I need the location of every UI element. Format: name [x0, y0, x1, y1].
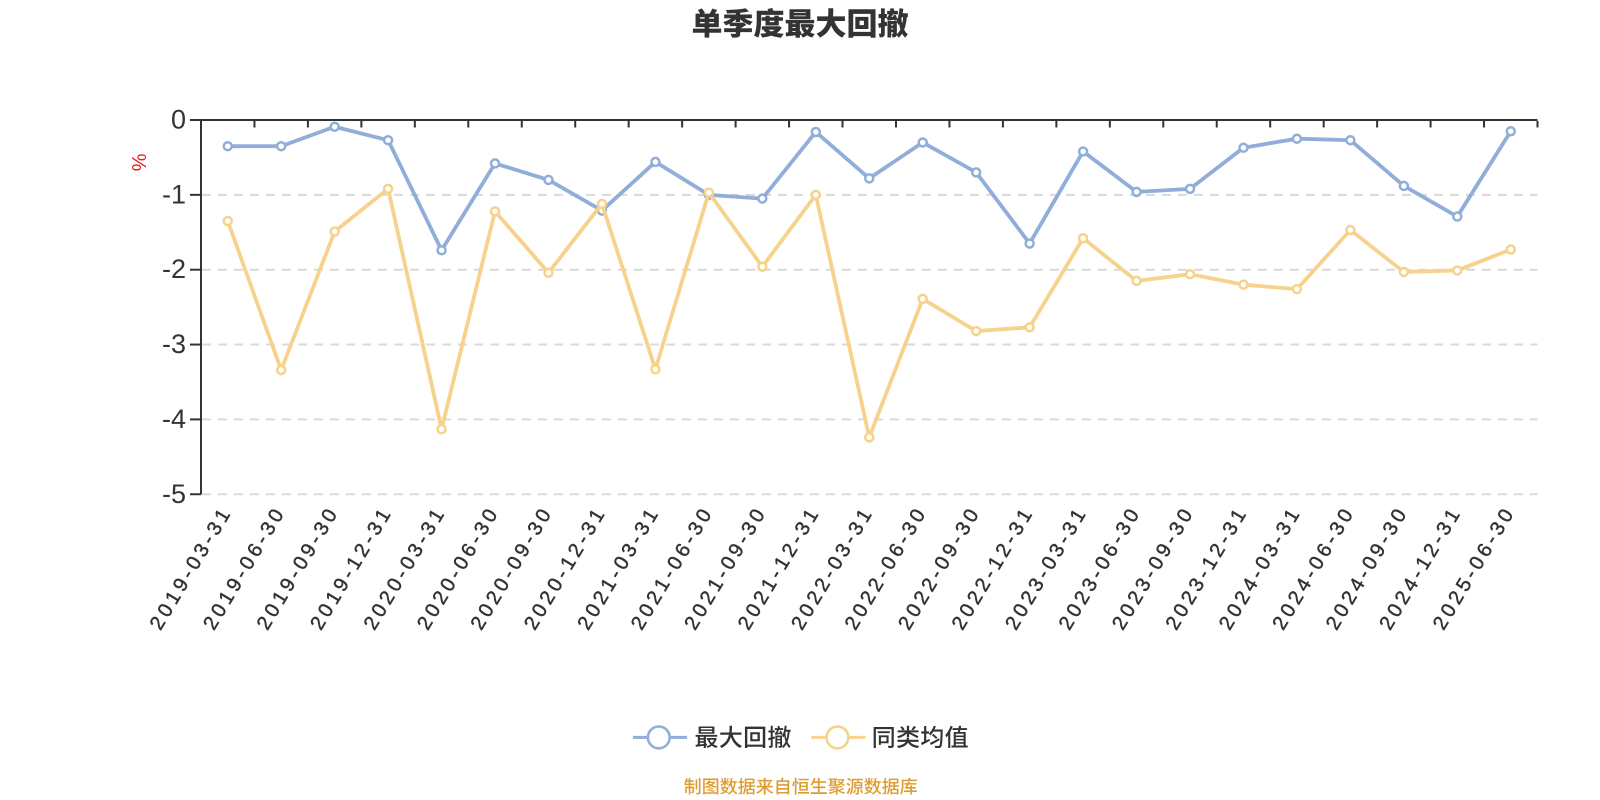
svg-text:-4: -4 [162, 404, 186, 434]
svg-text:%: % [127, 154, 149, 172]
svg-text:-1: -1 [162, 179, 186, 209]
svg-text:-3: -3 [162, 329, 186, 359]
svg-text:0: 0 [171, 105, 186, 135]
svg-text:-2: -2 [162, 254, 186, 284]
svg-text:-5: -5 [162, 479, 186, 509]
